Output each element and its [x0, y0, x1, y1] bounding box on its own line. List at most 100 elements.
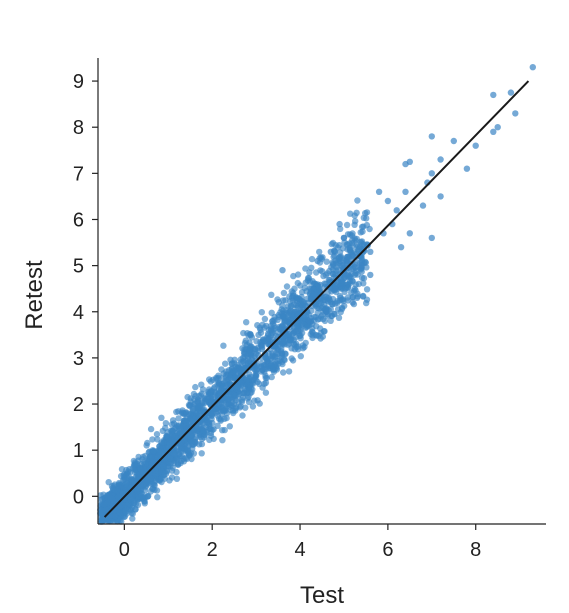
scatter-point — [358, 240, 365, 247]
scatter-point — [246, 350, 254, 357]
scatter-point — [308, 255, 316, 263]
scatter-point — [149, 436, 156, 443]
reference-line — [103, 80, 530, 518]
scatter-point — [169, 432, 176, 439]
y-tick-label: 5 — [73, 256, 84, 278]
scatter-point — [281, 356, 288, 364]
scatter-point — [168, 474, 176, 481]
scatter-point — [507, 89, 515, 96]
scatter-point — [290, 272, 297, 280]
scatter-point — [144, 493, 152, 500]
scatter-point — [357, 229, 364, 236]
scatter-point — [142, 452, 149, 460]
scatter-point — [111, 513, 119, 520]
scatter-point — [321, 317, 329, 325]
scatter-point — [294, 279, 301, 287]
x-tick-label: 4 — [294, 539, 305, 561]
scatter-point — [319, 268, 326, 275]
scatter-point — [195, 402, 202, 410]
scatter-point — [206, 436, 213, 444]
scatter-point — [349, 299, 356, 306]
scatter-point — [313, 269, 320, 276]
scatter-point — [116, 509, 123, 516]
scatter-point — [232, 392, 239, 399]
scatter-point — [343, 221, 351, 229]
scatter-point — [288, 355, 295, 362]
scatter-point — [258, 309, 265, 316]
scatter-point — [428, 234, 435, 242]
scatter-point — [428, 170, 435, 177]
scatter-point — [152, 467, 159, 474]
scatter-point — [223, 368, 230, 375]
scatter-point — [101, 501, 108, 508]
scatter-point — [211, 384, 218, 391]
scatter-point — [217, 417, 224, 424]
scatter-point — [329, 260, 337, 268]
scatter-point — [269, 318, 276, 325]
scatter-point — [100, 491, 107, 498]
scatter-point — [174, 456, 181, 463]
scatter-point — [240, 359, 247, 366]
y-tick-label: 2 — [73, 394, 84, 416]
scatter-point — [299, 342, 307, 349]
scatter-point — [239, 394, 247, 401]
scatter-point — [187, 410, 194, 418]
scatter-point — [337, 253, 345, 260]
scatter-point — [274, 346, 281, 354]
scatter-point — [168, 421, 176, 428]
scatter-point — [242, 364, 249, 371]
scatter-point — [268, 291, 275, 298]
scatter-point — [278, 352, 285, 359]
scatter-point — [463, 165, 471, 172]
scatter-point — [147, 425, 155, 433]
scatter-point — [142, 461, 149, 469]
scatter-point — [245, 393, 252, 400]
scatter-point — [305, 311, 313, 319]
y-tick-label: 4 — [73, 302, 84, 324]
scatter-point — [162, 420, 170, 427]
scatter-point — [358, 262, 365, 269]
scatter-point — [120, 472, 127, 479]
scatter-point — [397, 244, 405, 251]
scatter-point — [323, 258, 330, 265]
scatter-point — [129, 515, 136, 522]
scatter-point — [336, 220, 343, 228]
scatter-point — [192, 383, 199, 391]
scatter-point — [160, 464, 168, 471]
scatter-point — [330, 253, 337, 261]
scatter-point — [134, 501, 142, 509]
scatter-point — [349, 253, 356, 260]
scatter-point — [144, 476, 151, 484]
scatter-point — [332, 285, 339, 292]
scatter-point — [375, 188, 383, 195]
scatter-point — [222, 360, 229, 367]
x-axis-ticks: 0 2 4 6 8 — [119, 524, 481, 561]
scatter-point — [243, 319, 250, 326]
scatter-point — [220, 342, 227, 349]
scatter-point — [304, 274, 312, 282]
scatter-point — [355, 245, 363, 252]
scatter-point — [150, 448, 157, 455]
x-axis-label: Test — [300, 582, 344, 609]
scatter-point — [220, 408, 227, 415]
scatter-point — [207, 378, 214, 385]
scatter-point — [363, 286, 371, 293]
scatter-point — [253, 338, 260, 345]
scatter-point — [264, 336, 272, 343]
scatter-point — [419, 202, 427, 209]
scatter-point — [288, 288, 295, 295]
scatter-point — [97, 506, 104, 514]
scatter-point — [158, 414, 165, 421]
y-axis-label: Retest — [21, 260, 48, 330]
scatter-point — [314, 309, 321, 317]
scatter-point — [323, 308, 330, 315]
scatter-point — [144, 439, 151, 447]
scatter-point — [281, 314, 289, 321]
scatter-point — [297, 353, 304, 360]
y-tick-label: 1 — [73, 440, 84, 462]
scatter-point — [350, 287, 358, 295]
scatter-point — [335, 314, 343, 321]
y-axis-ticks: 0 1 2 3 4 5 6 7 8 9 — [73, 71, 98, 508]
scatter-point — [282, 297, 289, 304]
